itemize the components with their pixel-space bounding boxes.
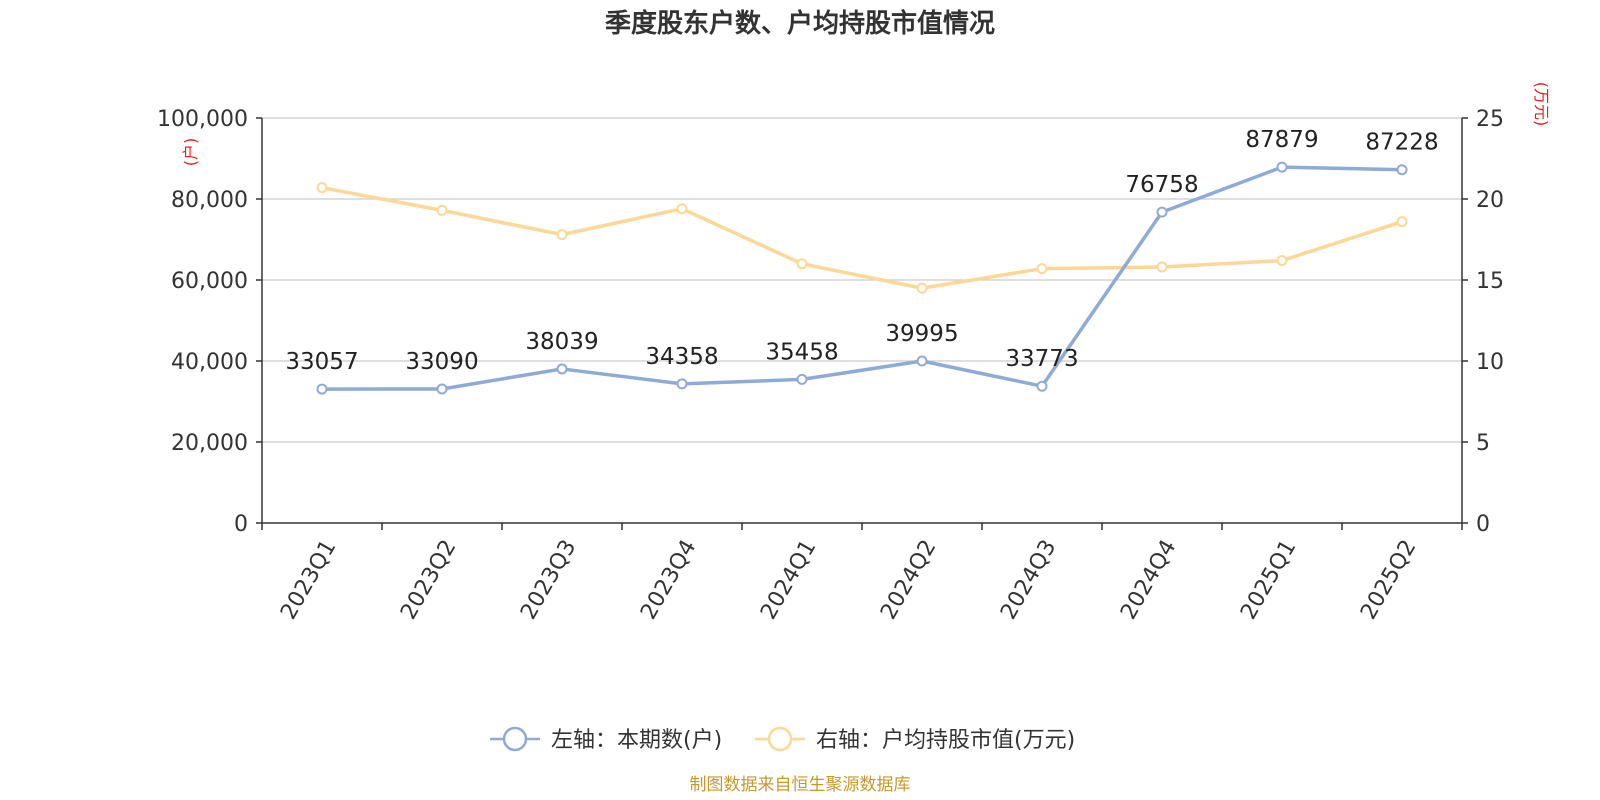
series-point	[556, 363, 568, 375]
series-left	[316, 161, 1408, 395]
legend-right-marker	[767, 726, 793, 752]
x-tick-label: 2023Q4	[636, 536, 701, 624]
data-label: 35458	[765, 339, 838, 365]
data-label: 33773	[1005, 346, 1078, 372]
series-point	[316, 383, 328, 395]
series-line	[321, 185, 1403, 290]
series-point	[796, 373, 808, 385]
x-axis-ticks: 2023Q1 2023Q2 2023Q3 2023Q4 2024Q1 2024Q2 2024…	[261, 523, 1463, 624]
x-tick-label: 2023Q2	[396, 536, 461, 624]
left-tick-label: 40,000	[171, 350, 248, 375]
data-label: 33090	[405, 349, 478, 375]
series-point	[316, 182, 328, 194]
legend-item-right[interactable]: 右轴：户均持股市值(万元)	[755, 726, 1075, 753]
grid	[262, 117, 1462, 443]
chart-title: 季度股东户数、户均持股市值情况	[605, 8, 995, 39]
left-tick-label: 80,000	[171, 188, 248, 213]
series-point	[676, 378, 688, 390]
series-point	[1156, 261, 1168, 273]
legend-right-label: 右轴：户均持股市值(万元)	[816, 728, 1075, 753]
legend-left-marker	[502, 726, 528, 752]
left-tick-label: 100,000	[157, 107, 248, 132]
series-point	[1036, 380, 1048, 392]
right-tick-label: 15	[1476, 269, 1504, 294]
left-tick-label: 20,000	[171, 431, 248, 456]
x-tick-label: 2025Q2	[1356, 536, 1421, 624]
left-tick-label: 0	[234, 512, 248, 537]
data-label: 87879	[1245, 127, 1318, 153]
series-point	[796, 258, 808, 270]
x-tick-label: 2023Q1	[276, 536, 341, 624]
series-point	[916, 282, 928, 294]
series-point	[556, 229, 568, 241]
x-tick-label: 2024Q1	[756, 536, 821, 624]
x-tick-label: 2024Q2	[876, 536, 941, 624]
series-point	[436, 383, 448, 395]
data-label: 76758	[1125, 172, 1198, 198]
right-tick-label: 5	[1476, 431, 1490, 456]
legend-left-label: 左轴：本期数(户)	[551, 728, 722, 753]
left-axis-ticks: 0 20,000 40,000 60,000 80,000 100,000	[157, 107, 262, 537]
series-point	[1396, 164, 1408, 176]
series-point	[436, 204, 448, 216]
series-line	[321, 165, 1403, 391]
series-point	[1036, 263, 1048, 275]
right-axis-ticks: 0 5 10 15 20 25	[1462, 107, 1504, 537]
data-label: 87228	[1365, 130, 1438, 156]
series-right	[316, 182, 1408, 294]
series-point	[676, 203, 688, 215]
right-axis-unit: (万元)	[1532, 82, 1551, 127]
right-tick-label: 0	[1476, 512, 1490, 537]
series-point	[1396, 216, 1408, 228]
legend-item-left[interactable]: 左轴：本期数(户)	[490, 726, 722, 753]
right-tick-label: 10	[1476, 350, 1504, 375]
axes	[261, 118, 1463, 524]
right-tick-label: 25	[1476, 107, 1504, 132]
data-labels: 33057 33090 38039 34358 35458 39995 33773 76758…	[285, 127, 1438, 375]
data-label: 39995	[885, 321, 958, 347]
series-point	[1276, 161, 1288, 173]
data-label: 34358	[645, 344, 718, 370]
legend: 左轴：本期数(户) 右轴：户均持股市值(万元)	[490, 726, 1075, 753]
source-note: 制图数据来自恒生聚源数据库	[690, 775, 911, 795]
series-point	[1276, 255, 1288, 267]
series-point	[1156, 206, 1168, 218]
x-tick-label: 2024Q4	[1116, 536, 1181, 624]
x-tick-label: 2023Q3	[516, 536, 581, 624]
right-tick-label: 20	[1476, 188, 1504, 213]
series-point	[916, 355, 928, 367]
data-label: 38039	[525, 329, 598, 355]
left-axis-unit: (户)	[181, 138, 200, 167]
left-tick-label: 60,000	[171, 269, 248, 294]
data-label: 33057	[285, 349, 358, 375]
x-tick-label: 2025Q1	[1236, 536, 1301, 624]
x-tick-label: 2024Q3	[996, 536, 1061, 624]
